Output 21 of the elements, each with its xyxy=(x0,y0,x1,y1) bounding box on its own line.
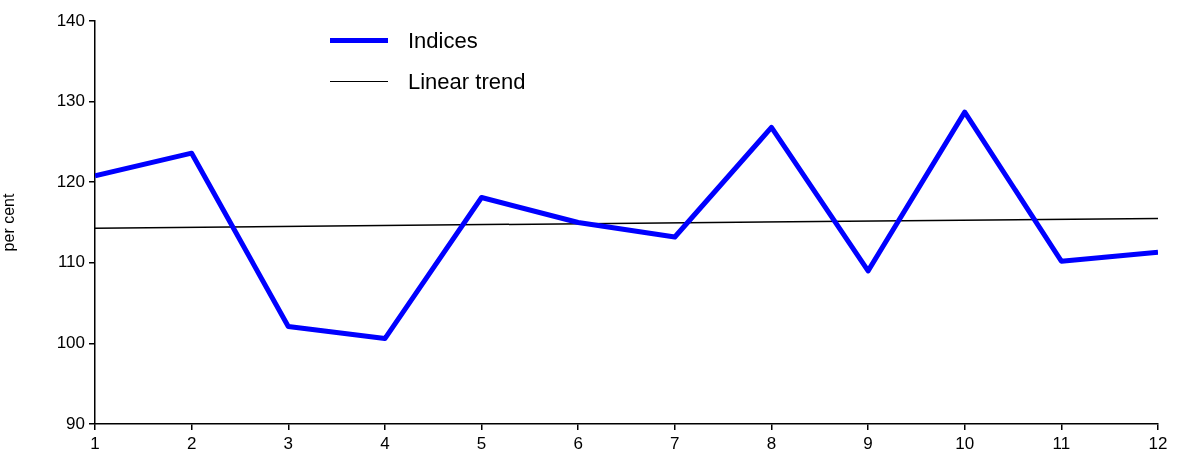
x-tick-label: 4 xyxy=(380,433,390,453)
x-tick-label: 10 xyxy=(955,433,975,453)
y-tick-label: 140 xyxy=(56,10,85,30)
x-tick-label: 12 xyxy=(1148,433,1168,453)
x-tick-label: 3 xyxy=(283,433,294,453)
x-tick-label: 11 xyxy=(1052,433,1071,453)
y-tick-label: 110 xyxy=(57,252,85,272)
y-tick-label: 100 xyxy=(56,333,85,353)
x-tick-label: 7 xyxy=(670,433,680,453)
x-tick-label: 2 xyxy=(186,433,197,453)
y-axis-title: per cent xyxy=(0,193,18,252)
y-tick-label: 120 xyxy=(56,171,85,191)
x-tick-label: 9 xyxy=(863,433,873,453)
x-tick-label: 5 xyxy=(476,433,487,453)
x-tick-label: 6 xyxy=(573,433,583,453)
x-tick-label: 8 xyxy=(766,433,777,453)
legend-label: Linear trend xyxy=(408,68,526,95)
legend-label: Indices xyxy=(408,27,478,54)
y-tick-label: 90 xyxy=(66,413,85,433)
y-tick-label: 130 xyxy=(56,91,85,111)
x-tick-label: 1 xyxy=(90,433,100,453)
